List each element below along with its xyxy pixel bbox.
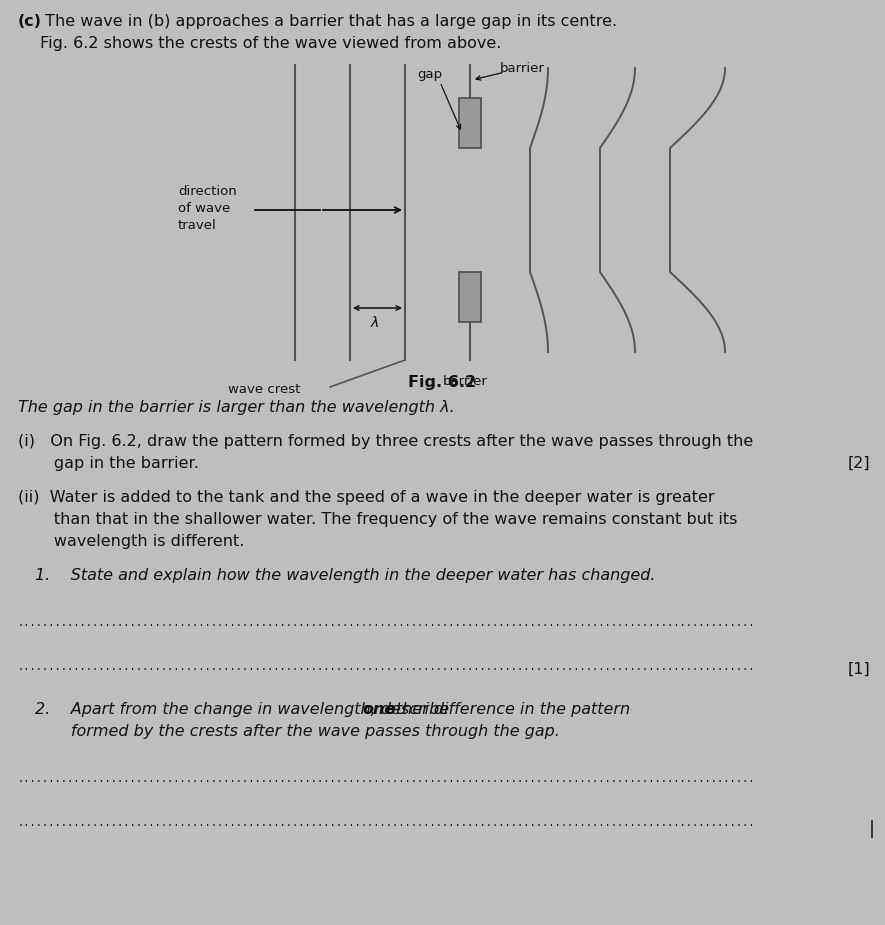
Text: barrier: barrier	[500, 62, 545, 75]
Text: The wave in (b) approaches a barrier that has a large gap in its centre.: The wave in (b) approaches a barrier tha…	[40, 14, 617, 29]
Bar	[459, 272, 481, 322]
Text: gap: gap	[418, 68, 442, 81]
Text: gap in the barrier.: gap in the barrier.	[18, 456, 199, 471]
Text: |: |	[869, 820, 875, 838]
Text: barrier: barrier	[442, 375, 488, 388]
Bar	[459, 98, 481, 148]
Text: [2]: [2]	[847, 456, 870, 471]
Text: other difference in the pattern: other difference in the pattern	[381, 702, 631, 717]
Text: Fig. 6.2 shows the crests of the wave viewed from above.: Fig. 6.2 shows the crests of the wave vi…	[40, 36, 502, 51]
Text: ................................................................................: ........................................…	[18, 818, 756, 828]
Text: ................................................................................: ........................................…	[18, 662, 756, 672]
Text: The gap in the barrier is larger than the wavelength λ.: The gap in the barrier is larger than th…	[18, 400, 455, 415]
Text: ................................................................................: ........................................…	[18, 774, 756, 784]
Text: λ: λ	[371, 316, 379, 330]
Text: wavelength is different.: wavelength is different.	[18, 534, 244, 549]
Text: Fig. 6.2: Fig. 6.2	[408, 375, 476, 390]
Text: one: one	[363, 702, 396, 717]
Text: direction
of wave
travel: direction of wave travel	[178, 185, 237, 232]
Text: wave crest: wave crest	[228, 383, 300, 396]
Text: [1]: [1]	[847, 662, 870, 677]
Text: than that in the shallower water. The frequency of the wave remains constant but: than that in the shallower water. The fr…	[18, 512, 737, 527]
Text: (c): (c)	[18, 14, 42, 29]
Text: formed by the crests after the wave passes through the gap.: formed by the crests after the wave pass…	[35, 724, 560, 739]
Text: ................................................................................: ........................................…	[18, 618, 756, 628]
Text: 2.    Apart from the change in wavelength, describe: 2. Apart from the change in wavelength, …	[35, 702, 454, 717]
Text: (i)   On Fig. 6.2, draw the pattern formed by three crests after the wave passes: (i) On Fig. 6.2, draw the pattern formed…	[18, 434, 753, 449]
Text: 1.    State and explain how the wavelength in the deeper water has changed.: 1. State and explain how the wavelength …	[35, 568, 656, 583]
Text: (ii)  Water is added to the tank and the speed of a wave in the deeper water is : (ii) Water is added to the tank and the …	[18, 490, 714, 505]
